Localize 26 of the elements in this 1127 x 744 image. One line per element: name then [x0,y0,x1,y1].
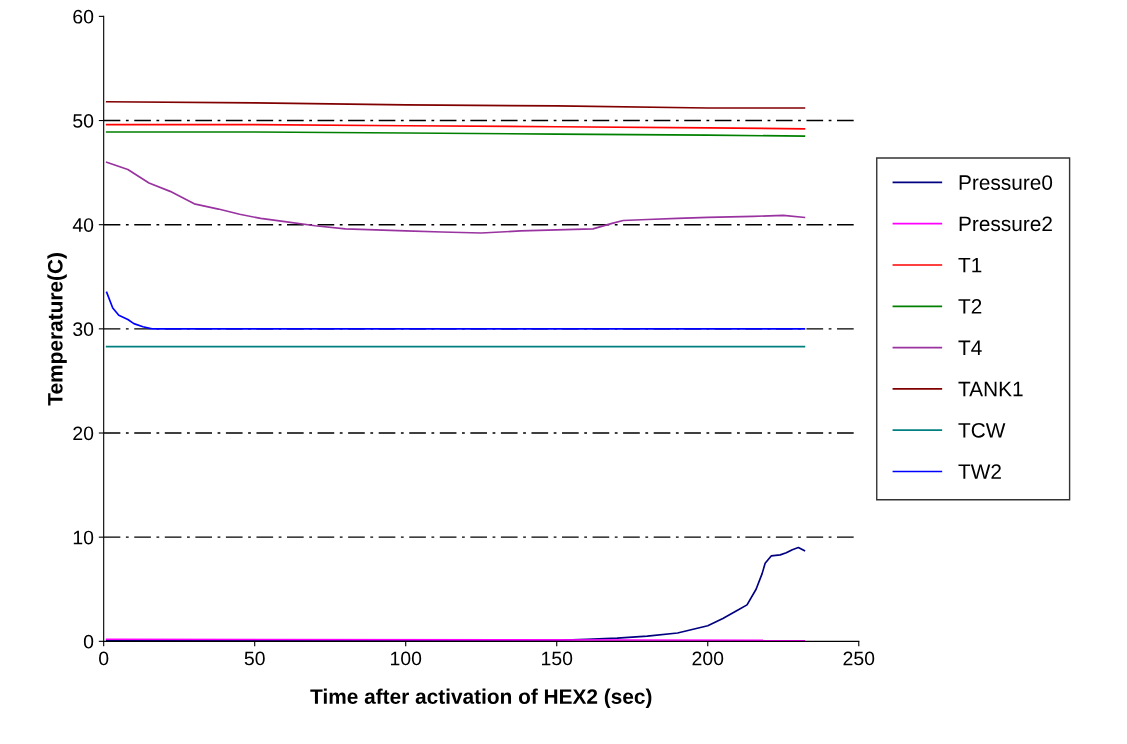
x-tick-label: 100 [390,651,422,666]
line-series [105,291,806,330]
legend-label: T2 [958,299,982,314]
legend-label: TW2 [958,464,1001,479]
y-tick-label: 50 [73,114,94,128]
x-tick-label: 0 [99,651,109,666]
legend-label: Pressure0 [959,175,1053,190]
legend-label: T1 [958,257,982,273]
x-tick-label: 50 [244,651,265,666]
y-tick-label: 40 [72,218,94,232]
y-tick-label: 0 [83,634,94,649]
x-tick-label: 150 [542,651,573,666]
y-axis-title: Temperature(C) [47,253,67,406]
x-axis-title: Time after activation of HEX2 (sec) [310,688,652,709]
y-tick-label: 30 [73,322,94,337]
y-tick-label: 20 [73,426,94,441]
y-tick-label: 10 [73,530,94,545]
y-tick-label: 60 [73,9,94,24]
legend-label: TANK1 [958,381,1023,397]
legend-label: Pressure2 [959,216,1052,232]
line-series [105,161,806,234]
legend-label: TCW [958,422,1006,438]
x-tick-label: 250 [843,651,875,666]
line-series [105,100,806,109]
x-tick-label: 200 [692,651,724,666]
legend-label: T4 [958,340,982,355]
